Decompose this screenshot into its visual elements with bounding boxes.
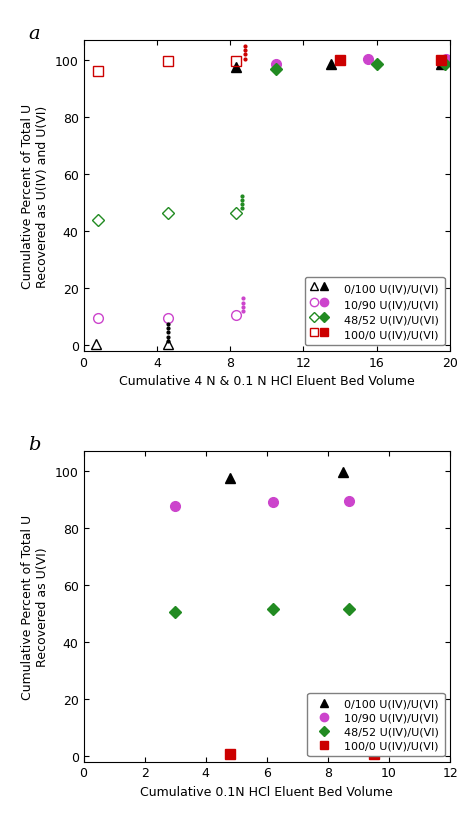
- X-axis label: Cumulative 4 N & 0.1 N HCl Eluent Bed Volume: Cumulative 4 N & 0.1 N HCl Eluent Bed Vo…: [119, 375, 414, 388]
- Y-axis label: Cumulative Percent of Total U
Recovered as U(IV) and U(VI): Cumulative Percent of Total U Recovered …: [21, 104, 49, 289]
- X-axis label: Cumulative 0.1N HCl Eluent Bed Volume: Cumulative 0.1N HCl Eluent Bed Volume: [140, 785, 392, 798]
- Legend: 0/100 U(IV)/U(VI), 10/90 U(IV)/U(VI), 48/52 U(IV)/U(VI), 100/0 U(IV)/U(VI): 0/100 U(IV)/U(VI), 10/90 U(IV)/U(VI), 48…: [305, 278, 444, 346]
- Y-axis label: Cumulative Percent of Total U
Recovered as U(VI): Cumulative Percent of Total U Recovered …: [21, 514, 49, 699]
- Legend: 0/100 U(IV)/U(VI), 10/90 U(IV)/U(VI), 48/52 U(IV)/U(VI), 100/0 U(IV)/U(VI): 0/100 U(IV)/U(VI), 10/90 U(IV)/U(VI), 48…: [307, 694, 444, 756]
- Text: b: b: [29, 436, 41, 454]
- Text: a: a: [29, 25, 40, 43]
